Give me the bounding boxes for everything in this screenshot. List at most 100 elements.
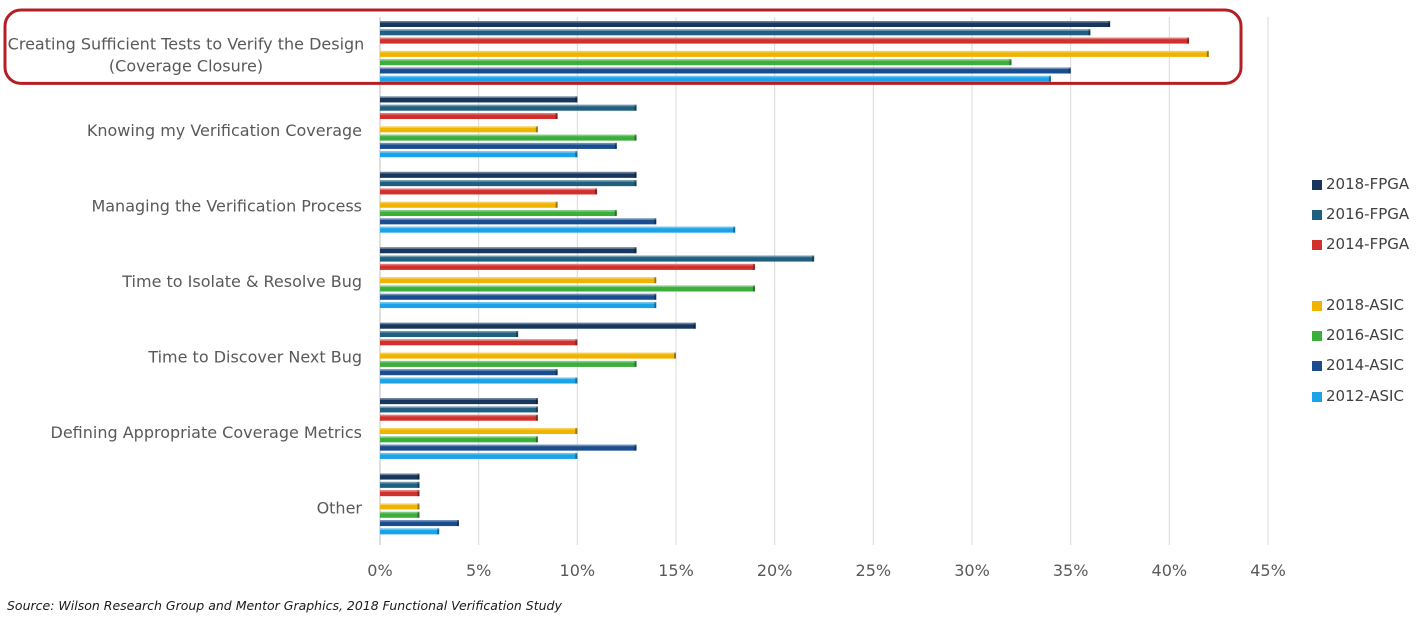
legend-swatch [1312, 210, 1322, 220]
bar [380, 339, 578, 346]
bar [380, 104, 637, 111]
bar-highlight [380, 151, 578, 153]
x-tick-label: 35% [1053, 561, 1089, 580]
bar-end [614, 210, 617, 217]
bar-highlight [380, 126, 538, 128]
bar-end [437, 528, 440, 535]
category-labels: Creating Sufficient Tests to Verify the … [8, 35, 365, 518]
bar-end [1088, 29, 1091, 36]
legend-label: 2014-FPGA [1326, 235, 1410, 253]
bar-highlight [380, 218, 657, 220]
bar [380, 37, 1190, 44]
bar-highlight [380, 322, 696, 325]
legend-label: 2018-FPGA [1326, 175, 1410, 193]
bar-end [752, 263, 755, 270]
bar-highlight [380, 50, 1209, 53]
bar-end [674, 352, 676, 359]
x-tick-label: 0% [367, 561, 392, 580]
bar-end [535, 398, 538, 405]
bar [380, 436, 538, 443]
bar-highlight [380, 263, 755, 266]
bar-highlight [380, 255, 815, 258]
x-tick-label: 40% [1152, 561, 1188, 580]
bar [380, 210, 617, 217]
x-tick-label: 20% [757, 561, 793, 580]
bar [380, 180, 637, 187]
bar-highlight [380, 520, 459, 522]
bar-highlight [380, 75, 1051, 78]
bar-highlight [380, 201, 558, 204]
bar-end [752, 285, 755, 292]
bar-end [634, 171, 637, 178]
bar-end [654, 293, 657, 300]
bar-end [575, 452, 578, 459]
bar-end [575, 428, 578, 435]
bar [380, 201, 558, 208]
bar-end [654, 218, 657, 225]
legend-swatch [1312, 331, 1322, 341]
bar [380, 151, 578, 158]
bar-end [575, 151, 578, 158]
category-label: Time to Discover Next Bug [147, 347, 362, 366]
bar-end [634, 360, 637, 367]
category-label: (Coverage Closure) [109, 57, 263, 76]
bar-end [1187, 37, 1190, 44]
bar-highlight [380, 436, 538, 438]
bar [380, 428, 578, 435]
bar [380, 302, 657, 309]
bar-end [634, 180, 637, 187]
highlight-box [3, 8, 1243, 85]
bar-highlight [380, 210, 617, 212]
bar-highlight [380, 247, 637, 249]
bar [380, 21, 1111, 27]
bar-highlight [380, 377, 578, 380]
legend-swatch [1312, 361, 1322, 371]
bar-end [812, 255, 815, 262]
bar [380, 75, 1051, 82]
bar-highlight [380, 503, 420, 506]
bar-end [634, 444, 637, 451]
bars [380, 21, 1209, 535]
bar-highlight [380, 277, 657, 279]
x-tick-label: 15% [658, 561, 694, 580]
category-label: Managing the Verification Process [91, 197, 362, 216]
bar [380, 406, 538, 413]
bar-highlight [380, 104, 637, 107]
bar-highlight [380, 414, 538, 417]
bar-highlight [380, 293, 657, 296]
bar [380, 142, 617, 149]
bar-highlight [380, 171, 637, 174]
bar-end [516, 331, 519, 338]
bar [380, 520, 459, 527]
bar-highlight [380, 188, 598, 191]
bar [380, 134, 637, 141]
legend-swatch [1312, 180, 1322, 190]
bar-end [417, 473, 420, 480]
bar-end [535, 126, 538, 133]
bar-end [417, 511, 420, 518]
category-label: Defining Appropriate Coverage Metrics [51, 423, 363, 442]
bar [380, 377, 578, 384]
bar [380, 452, 578, 459]
bar [380, 277, 657, 284]
bar-end [1206, 50, 1209, 57]
bar [380, 444, 637, 451]
bar [380, 285, 755, 292]
category-label: Creating Sufficient Tests to Verify the … [8, 35, 365, 54]
x-tick-label: 30% [954, 561, 990, 580]
bar [380, 293, 657, 300]
bar-end [535, 414, 538, 421]
bar [380, 255, 815, 262]
category-label: Time to Isolate & Resolve Bug [121, 272, 362, 291]
bar [380, 247, 637, 254]
bar-end [456, 520, 459, 527]
bar [380, 490, 420, 497]
bar-highlight [380, 360, 637, 363]
x-tick-label: 5% [466, 561, 491, 580]
bar-end [634, 247, 637, 254]
bar [380, 473, 420, 480]
bar-end [575, 339, 578, 346]
bar [380, 503, 420, 510]
bar-highlight [380, 331, 519, 333]
bar-end [634, 104, 637, 111]
